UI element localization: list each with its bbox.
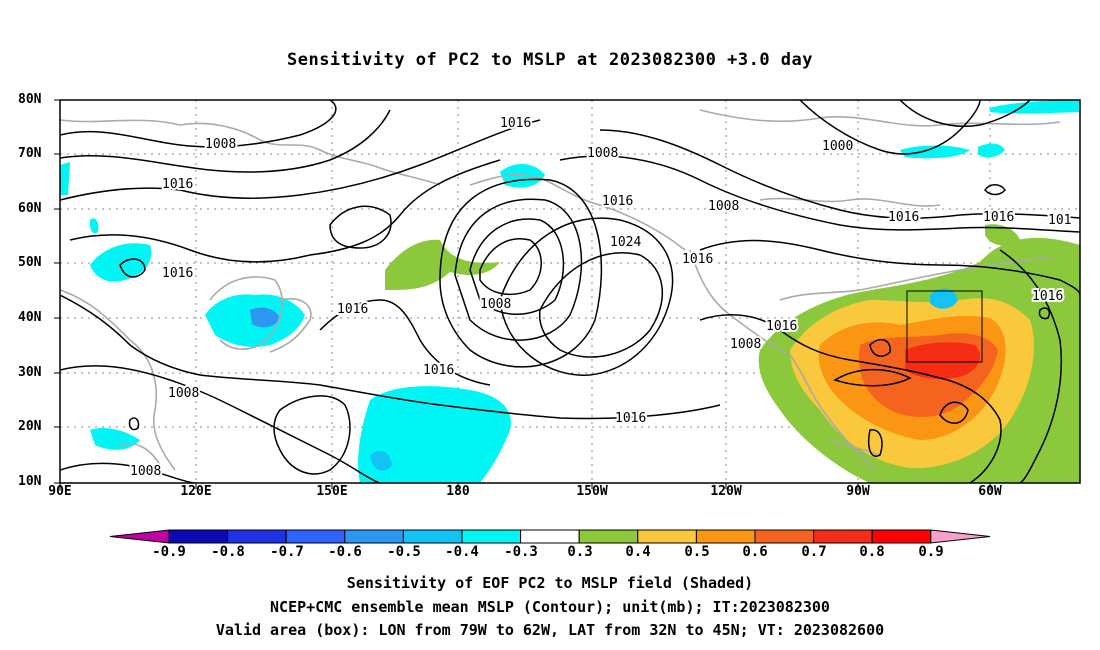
colorbar-label: 0.8 — [859, 544, 885, 560]
lon-label: 60W — [978, 484, 1002, 499]
contour-label: 1000 — [822, 139, 853, 154]
contour-label: 1008 — [587, 146, 618, 161]
valid-area-box — [906, 290, 983, 363]
gridlines — [60, 100, 1080, 483]
lat-label: 70N — [18, 146, 42, 161]
contour-label: 1016 — [682, 252, 713, 267]
lat-label: 20N — [18, 419, 42, 434]
contour-label: 1008 — [480, 297, 511, 312]
contour-label: 1008 — [708, 199, 739, 214]
colorbar-arrow-low — [109, 529, 170, 544]
colorbar-box — [461, 529, 522, 544]
contour-label: 1008 — [730, 337, 761, 352]
caption-shading: Sensitivity of EOF PC2 to MSLP field (Sh… — [346, 574, 754, 592]
lon-label: 150W — [576, 484, 608, 499]
contour-label: 1016 — [983, 210, 1014, 225]
contour-label: 1016 — [162, 177, 193, 192]
lat-label: 60N — [18, 201, 42, 216]
lat-label: 80N — [18, 92, 42, 107]
colorbar-label: 0.5 — [684, 544, 710, 560]
lon-label: 120W — [710, 484, 742, 499]
colorbar-box — [871, 529, 932, 544]
colorbar-label: 0.6 — [742, 544, 768, 560]
colorbar-box — [695, 529, 756, 544]
colorbar-arrow-high — [930, 529, 991, 544]
colorbar-label: -0.8 — [211, 544, 245, 560]
contour-label: 1016 — [766, 319, 797, 334]
colorbar-box — [637, 529, 697, 544]
colorbar-box — [813, 529, 873, 544]
contour-label: 1024 — [610, 235, 641, 250]
colorbar-label: 0.7 — [801, 544, 827, 560]
lat-label: 10N — [18, 474, 42, 489]
colorbar-label: -0.6 — [328, 544, 362, 560]
colorbar-label: 0.4 — [625, 544, 651, 560]
colorbar-label: -0.7 — [270, 544, 304, 560]
lat-label: 50N — [18, 255, 42, 270]
contour-label: 1008 — [205, 137, 236, 152]
colorbar-box — [402, 529, 463, 544]
lon-label: 90E — [48, 484, 72, 499]
contour-label: 1008 — [130, 464, 161, 479]
contour-label: 1016 — [162, 266, 193, 281]
colorbar — [109, 529, 991, 544]
lon-label: 150E — [316, 484, 348, 499]
lon-label: 120E — [180, 484, 212, 499]
contour-label: 1016 — [500, 116, 531, 131]
colorbar-label: -0.9 — [152, 544, 186, 560]
colorbar-label: -0.5 — [387, 544, 421, 560]
map-area: 1016 1008 1000 1016 1008 1016 1008 1016 … — [60, 100, 1080, 483]
colorbar-box — [227, 529, 287, 544]
colorbar-box — [578, 529, 639, 544]
contour-label: 1016 — [423, 363, 454, 378]
contour-label: 1016 — [1032, 289, 1063, 304]
map-title: Sensitivity of PC2 to MSLP at 2023082300… — [286, 50, 813, 70]
colorbar-box — [520, 529, 580, 544]
colorbar-label: 0.3 — [567, 544, 593, 560]
lat-label: 40N — [18, 310, 42, 325]
lon-label: 180 — [446, 484, 470, 499]
negative-sensitivity-shading — [60, 100, 1080, 483]
coastlines — [60, 109, 1061, 471]
contour-label: 1016 — [602, 194, 633, 209]
colorbar-box — [285, 529, 346, 544]
colorbar-box — [754, 529, 815, 544]
contour-label: 1008 — [168, 386, 199, 401]
caption-contour: NCEP+CMC ensemble mean MSLP (Contour); u… — [270, 598, 830, 616]
contour-label: 101 — [1048, 213, 1071, 228]
contour-label: 1016 — [888, 210, 919, 225]
contour-label: 1016 — [615, 411, 646, 426]
colorbar-label: -0.3 — [504, 544, 538, 560]
axis-ticks — [54, 99, 991, 489]
contour-labels: 1016 1008 1000 1016 1008 1016 1008 1016 … — [128, 114, 1073, 481]
colorbar-box — [168, 529, 229, 544]
colorbar-label: 0.9 — [918, 544, 944, 560]
colorbar-box — [344, 529, 404, 544]
colorbar-label: -0.4 — [445, 544, 479, 560]
map-frame — [59, 99, 1081, 484]
lon-label: 90W — [846, 484, 870, 499]
mslp-contours — [60, 100, 1080, 483]
contour-label: 1016 — [337, 302, 368, 317]
caption-valid-area: Valid area (box): LON from 79W to 62W, L… — [215, 621, 885, 639]
lat-label: 30N — [18, 365, 42, 380]
